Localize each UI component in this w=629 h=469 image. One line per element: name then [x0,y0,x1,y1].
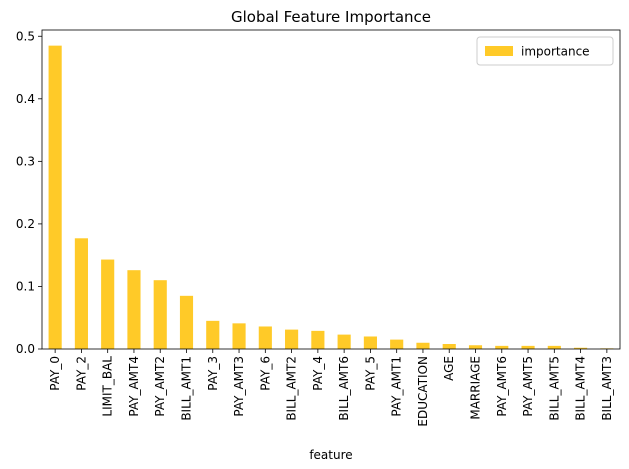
x-tick-label: LIMIT_BAL [101,356,115,417]
bar-pay-4 [311,330,325,349]
x-tick-label: PAY_AMT4 [127,356,141,417]
bar-pay-amt2 [153,280,167,349]
y-tick-label: 0.4 [16,92,35,106]
x-tick-label: BILL_AMT2 [285,356,299,421]
bar-bill-amt5 [547,345,561,349]
x-tick-label: MARRIAGE [469,356,483,420]
bar-bill-amt6 [337,334,351,349]
bar-bill-amt4 [574,347,588,349]
bar-pay-amt5 [521,345,535,349]
y-tick-label: 0.5 [16,29,35,43]
bar-pay-amt4 [127,270,141,349]
bar-pay-5 [363,336,377,349]
bar-pay-6 [258,326,272,349]
x-tick-label: PAY_AMT6 [495,356,509,417]
x-tick-label: PAY_2 [74,356,88,391]
x-tick-label: EDUCATION [416,356,430,427]
x-tick-label: BILL_AMT1 [180,356,194,421]
y-tick-label: 0.1 [16,279,35,293]
bar-pay-amt3 [232,323,246,349]
bar-bill-amt2 [285,329,299,349]
x-axis-label: feature [309,448,352,462]
x-tick-label: BILL_AMT4 [574,356,588,421]
y-tick-label: 0.0 [16,342,35,356]
x-tick-label: BILL_AMT6 [337,356,351,421]
legend-box [476,36,614,66]
x-tick-label: PAY_AMT2 [153,356,167,417]
legend: importance [476,36,614,66]
bar-age [442,344,456,349]
x-tick-label: PAY_AMT3 [232,356,246,417]
y-tick-label: 0.3 [16,154,35,168]
x-tick-label: PAY_0 [48,356,62,391]
x-tick-label: PAY_3 [206,356,220,391]
legend-swatch [485,46,513,56]
bar-pay-2 [74,238,88,349]
bar-education [416,342,430,349]
plot-area: 0.0 0.1 0.2 0.3 0.4 0.5 PAY_0 PAY_2 LIMIT_BAL PAY… [16,29,621,427]
bar-pay-amt6 [495,345,509,349]
bar-pay-3 [206,320,220,349]
bar-bill-amt1 [179,295,194,349]
x-tick-label: BILL_AMT3 [600,356,614,421]
x-tick-label: PAY_5 [363,356,377,391]
chart-title: Global Feature Importance [231,8,431,26]
plot-frame [41,29,621,350]
x-tick-label: PAY_6 [258,356,272,391]
legend-label: importance [521,45,590,59]
y-tick-label: 0.2 [16,217,35,231]
x-tick-label: AGE [442,356,456,381]
x-tick-label: PAY_AMT1 [390,356,404,417]
bar-pay-amt1 [390,339,404,349]
bar-marriage [468,345,483,349]
x-tick-label: BILL_AMT5 [547,356,561,421]
bar-limit-bal [101,259,115,349]
x-tick-label: PAY_AMT5 [521,356,535,417]
x-tick-label: PAY_4 [311,356,325,391]
bar-pay-0 [48,45,62,349]
